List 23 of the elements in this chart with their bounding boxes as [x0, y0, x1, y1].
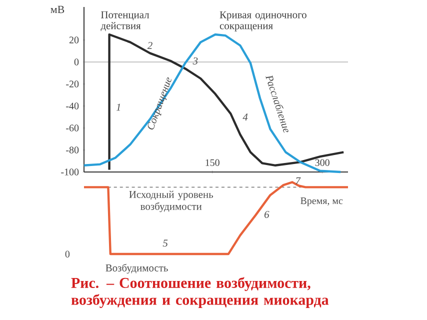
- text: Возбудимость: [106, 264, 168, 274]
- y-tick-label: -40: [66, 102, 79, 110]
- x-tick-label: 300: [315, 159, 330, 166]
- y-tick-label: -60: [66, 124, 79, 132]
- annotation: 5: [162, 240, 168, 247]
- y-tick-label: -20: [66, 80, 79, 88]
- y-tick-label: -100: [61, 168, 79, 176]
- annotation: 2: [147, 42, 152, 49]
- series-label: Потенциал действия: [100, 11, 150, 32]
- annotation: 4: [242, 114, 248, 120]
- ref-line-label: Исходный уровень возбудимости: [129, 190, 214, 212]
- y-tick-label: 20: [69, 36, 79, 44]
- series-label: Кривая одиночного сокращения: [220, 11, 306, 32]
- y-tick-label: -80: [66, 146, 79, 154]
- y-tick-label: 0: [74, 58, 79, 66]
- x-tick-label: 150: [206, 159, 220, 166]
- text: Рис. – Соотношение возбудимости, возбуждения и сокращения миокарда: [71, 277, 329, 308]
- annotation: 1: [116, 104, 120, 111]
- annotation: 3: [192, 57, 198, 64]
- annotation: 6: [264, 210, 270, 218]
- y-axis-title: мВ: [50, 6, 64, 14]
- x-axis-title: Время, мс: [300, 198, 343, 206]
- annotation: 7: [296, 177, 301, 184]
